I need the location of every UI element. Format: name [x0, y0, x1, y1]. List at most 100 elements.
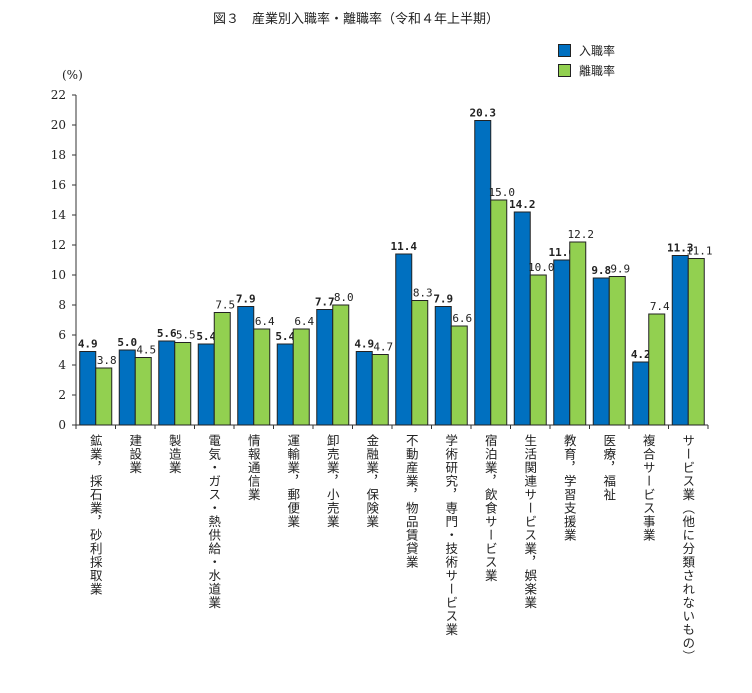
- category-label: 鉱業，採石業，砂利採取業: [87, 434, 103, 596]
- category-label: 建設業: [127, 434, 143, 475]
- bar-hire-rate: [553, 259, 571, 426]
- data-label-hire-rate: 5.0: [117, 336, 137, 349]
- bar-hire-rate: [632, 361, 650, 426]
- bar-separation-rate: [332, 304, 350, 426]
- bar-hire-rate: [197, 343, 215, 426]
- bar-hire-rate: [158, 340, 176, 426]
- category-label: 情報通信業: [245, 434, 261, 502]
- bar-hire-rate: [671, 255, 689, 426]
- y-tick-label: 0: [58, 418, 66, 432]
- data-label-hire-rate: 7.7: [315, 296, 335, 309]
- data-label-hire-rate: 14.2: [509, 198, 536, 211]
- bar-hire-rate: [355, 351, 373, 426]
- bar-separation-rate: [95, 367, 113, 426]
- data-label-separation-rate: 10.0: [528, 261, 555, 274]
- bar-separation-rate: [450, 325, 468, 426]
- data-label-separation-rate: 11.1: [686, 245, 713, 258]
- data-label-hire-rate: 5.6: [157, 327, 177, 340]
- y-axis-unit: (%): [62, 68, 83, 82]
- bar-hire-rate: [237, 306, 255, 426]
- y-tick-label: 6: [58, 328, 66, 342]
- category-label: 運輸業，郵便業: [285, 434, 301, 529]
- bar-separation-rate: [529, 274, 547, 426]
- data-label-separation-rate: 5.5: [176, 329, 196, 342]
- bar-separation-rate: [648, 313, 666, 426]
- data-label-separation-rate: 4.5: [136, 344, 156, 357]
- data-label-hire-rate: 20.3: [470, 107, 497, 120]
- category-label: 不動産業，物品賃貸業: [403, 434, 419, 569]
- data-label-separation-rate: 6.6: [452, 312, 472, 325]
- bar-separation-rate: [292, 328, 310, 426]
- y-tick-label: 12: [51, 238, 66, 252]
- bar-hire-rate: [395, 253, 413, 426]
- bar-separation-rate: [569, 241, 587, 426]
- legend-label: 離職率: [579, 64, 616, 78]
- data-label-separation-rate: 6.4: [294, 315, 314, 328]
- category-label: 教育，学習支援業: [561, 434, 577, 542]
- y-tick-label: 2: [58, 388, 66, 402]
- bar-separation-rate: [253, 328, 271, 426]
- y-tick-label: 14: [51, 208, 67, 222]
- bar-hire-rate: [474, 120, 492, 426]
- y-tick-label: 20: [51, 118, 66, 132]
- data-label-separation-rate: 12.2: [568, 228, 595, 241]
- y-tick-label: 16: [51, 178, 66, 192]
- category-label: 電気・ガス・熱供給・水道業: [206, 434, 222, 610]
- data-label-hire-rate: 11.3: [667, 242, 694, 255]
- data-label-hire-rate: 11.0: [549, 246, 576, 259]
- data-label-hire-rate: 9.8: [591, 264, 611, 277]
- bar-separation-rate: [411, 300, 429, 426]
- bar-hire-rate: [79, 351, 97, 426]
- category-label: 医療，福祉: [601, 434, 617, 502]
- category-label: 宿泊業，飲食サービス業: [482, 434, 498, 583]
- bar-hire-rate: [513, 211, 531, 426]
- data-label-hire-rate: 4.9: [354, 338, 374, 351]
- data-label-separation-rate: 3.8: [97, 354, 117, 367]
- data-label-hire-rate: 11.4: [391, 240, 418, 253]
- data-label-separation-rate: 8.0: [334, 291, 354, 304]
- category-label: 製造業: [166, 434, 182, 475]
- data-label-hire-rate: 4.9: [78, 338, 98, 351]
- bar-separation-rate: [608, 276, 626, 426]
- category-label: サービス業（他に分類されないもの）: [680, 434, 696, 664]
- bar-hire-rate: [276, 343, 294, 426]
- data-label-separation-rate: 4.7: [373, 341, 393, 354]
- bar-separation-rate: [490, 199, 508, 426]
- data-label-separation-rate: 8.3: [413, 287, 433, 300]
- chart-title: 図３ 産業別入職率・離職率（令和４年上半期）: [213, 12, 500, 27]
- bar-separation-rate: [687, 258, 705, 426]
- bar-separation-rate: [174, 342, 192, 426]
- data-label-hire-rate: 4.2: [631, 348, 651, 361]
- data-label-hire-rate: 5.4: [275, 330, 295, 343]
- data-label-separation-rate: 7.5: [215, 299, 235, 312]
- y-tick-label: 18: [51, 148, 66, 162]
- category-label: 複合サービス事業: [640, 434, 656, 542]
- bar-separation-rate: [371, 354, 389, 426]
- data-label-hire-rate: 7.9: [433, 293, 453, 306]
- legend-swatch-hire-rate: [558, 44, 571, 57]
- category-label: 金融業，保険業: [364, 434, 380, 529]
- bar-hire-rate: [434, 306, 452, 426]
- category-label: 卸売業，小売業: [324, 434, 340, 529]
- legend-swatch-separation-rate: [558, 64, 571, 77]
- y-tick-label: 22: [51, 88, 66, 102]
- legend-item-hire-rate: 入職率: [558, 42, 615, 59]
- category-label: 学術研究，専門・技術サービス業: [443, 434, 459, 637]
- category-label: 生活関連サービス業，娯楽業: [522, 434, 538, 610]
- y-tick-label: 8: [58, 298, 66, 312]
- legend-label: 入職率: [579, 44, 616, 58]
- data-label-separation-rate: 9.9: [610, 263, 630, 276]
- y-tick-label: 10: [51, 268, 66, 282]
- y-tick-label: 4: [58, 358, 66, 372]
- bar-hire-rate: [118, 349, 136, 426]
- bar-separation-rate: [134, 357, 152, 426]
- legend-item-separation-rate: 離職率: [558, 62, 615, 79]
- data-label-hire-rate: 5.4: [196, 330, 216, 343]
- data-label-hire-rate: 7.9: [236, 293, 256, 306]
- bar-hire-rate: [316, 309, 334, 426]
- data-label-separation-rate: 6.4: [255, 315, 275, 328]
- bar-separation-rate: [213, 312, 231, 426]
- data-label-separation-rate: 7.4: [650, 300, 670, 313]
